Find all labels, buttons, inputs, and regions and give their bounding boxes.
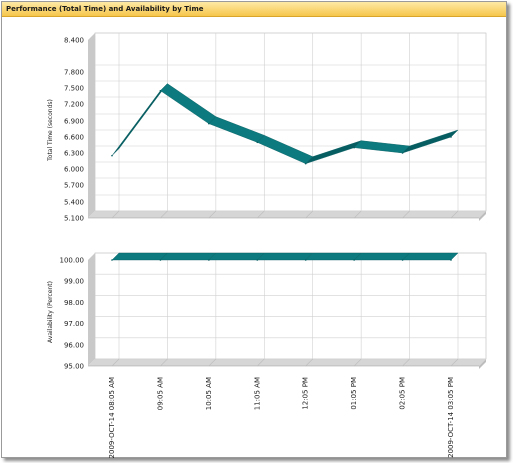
x-tick-label: 2009-OCT-14 03:05 PM (447, 377, 455, 458)
floor-tick (305, 358, 313, 367)
data-point (208, 259, 210, 261)
floor-tick (160, 210, 168, 219)
data-point (256, 259, 259, 261)
floor-tick (208, 358, 217, 367)
data-point (304, 162, 307, 165)
floor-tick (402, 210, 410, 219)
series-band-segment (353, 252, 411, 261)
data-point (450, 259, 452, 261)
data-point (450, 136, 452, 138)
performance-y-axis-label: Total Time (seconds) (47, 99, 54, 162)
x-tick-label: 02:05 PM (399, 377, 407, 410)
data-point (401, 152, 404, 154)
series-band-segment (256, 252, 314, 261)
series-band-segment (402, 252, 459, 261)
y-tick-label: 97.00 (64, 320, 84, 328)
y-tick-label: 7.800 (64, 69, 84, 77)
availability-y-axis-label: Availability (Percent) (47, 281, 54, 343)
floor-tick (111, 358, 120, 367)
data-point (353, 146, 355, 149)
chart-1: 100.00 99.00 98.00 97.00 96.00 95.00 (60, 252, 487, 371)
side-wall (88, 33, 95, 218)
x-tick-label: 12:05 PM (302, 377, 310, 410)
x-tick-label: 11:05 AM (253, 377, 261, 410)
y-tick-label: 5.100 (64, 215, 84, 223)
y-tick-label: 5.700 (64, 182, 84, 190)
y-tick-label: 98.00 (64, 299, 84, 307)
data-point (304, 259, 307, 261)
x-tick-label: 09:05 AM (156, 377, 164, 410)
y-tick-label: 6.600 (64, 134, 84, 142)
data-point (256, 141, 259, 144)
floor-tick (353, 210, 362, 219)
floor-tick (353, 358, 362, 367)
y-tick-label: 6.000 (64, 166, 84, 174)
series-band-segment (208, 252, 265, 261)
back-wall (94, 32, 487, 212)
floor (88, 359, 486, 366)
floor-tick (208, 210, 217, 219)
back-wall (94, 252, 487, 360)
side-wall (88, 253, 95, 366)
panel-title: Performance (Total Time) and Availabilit… (6, 5, 204, 13)
data-point (353, 259, 355, 261)
x-tick-label: 10:05 AM (205, 377, 213, 410)
y-tick-label: 6.300 (64, 150, 84, 158)
floor (88, 211, 486, 218)
floor-tick (402, 358, 410, 367)
y-tick-label: 6.900 (64, 118, 84, 126)
y-tick-label: 7.200 (64, 101, 84, 109)
floor-tick (305, 210, 313, 219)
y-tick-label: 8.400 (64, 37, 84, 45)
x-tick-label: 2009-OCT-14 08:05 AM (108, 377, 116, 458)
floor-tick (450, 358, 459, 367)
floor-tick (450, 210, 459, 219)
y-tick-label: 7.500 (64, 85, 84, 93)
x-tick-label: 01:05 PM (350, 377, 358, 410)
y-tick-label: 99.00 (64, 278, 84, 286)
chart-0: 8.400 7.800 7.500 7.200 6.900 6.600 6.300 6.000… (64, 32, 487, 223)
data-point (159, 259, 162, 261)
data-point (159, 89, 162, 92)
data-point (401, 259, 404, 261)
data-point (208, 122, 210, 125)
floor-edge (479, 211, 486, 221)
y-tick-label: 100.00 (60, 257, 85, 265)
series-band-segment (111, 252, 168, 261)
floor-edge (479, 359, 486, 369)
data-point (111, 154, 113, 157)
y-tick-label: 5.400 (64, 199, 84, 207)
series-band-segment (305, 252, 362, 261)
floor-tick (257, 358, 265, 367)
y-tick-label: 96.00 (64, 341, 84, 349)
series-band-segment (402, 129, 459, 154)
floor-tick (111, 210, 120, 219)
floor-tick (257, 210, 265, 219)
y-tick-label: 95.00 (64, 363, 84, 371)
panel-titlebar: Performance (Total Time) and Availabilit… (2, 2, 506, 17)
floor-tick (160, 358, 168, 367)
series-band-segment (159, 252, 217, 261)
data-point (111, 259, 113, 261)
